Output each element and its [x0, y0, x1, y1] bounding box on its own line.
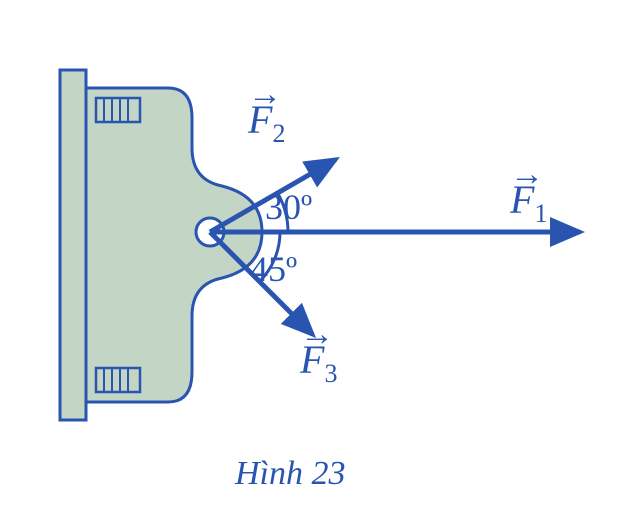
label-f2-sub: 2 — [272, 119, 285, 148]
diagram-svg — [0, 0, 623, 528]
bolt-bottom — [96, 368, 140, 392]
label-f3: F3 — [300, 340, 337, 387]
label-f2-letter: F — [248, 97, 272, 142]
diagram-stage: F2 F1 F3 30º 45º Hình 23 — [0, 0, 623, 528]
label-f3-sub: 3 — [324, 359, 337, 388]
bolt-top — [96, 98, 140, 122]
angle-label-45: 45º — [250, 248, 297, 290]
figure-caption: Hình 23 — [235, 455, 346, 493]
label-f3-letter: F — [300, 337, 324, 382]
label-f1-letter: F — [510, 177, 534, 222]
label-f1-sub: 1 — [534, 199, 547, 228]
label-f1: F1 — [510, 180, 547, 227]
angle-label-30: 30º — [265, 186, 312, 228]
bracket-body — [86, 88, 262, 402]
label-f2: F2 — [248, 100, 285, 147]
wall-plate — [60, 70, 86, 420]
